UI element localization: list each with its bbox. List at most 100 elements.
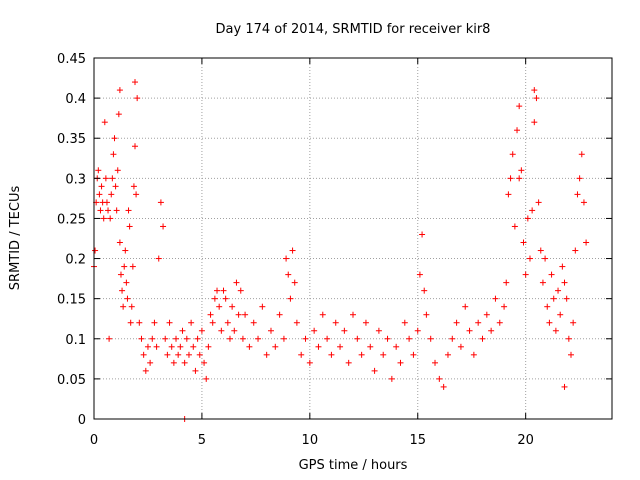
- data-point: [276, 311, 283, 318]
- data-point: [198, 327, 205, 334]
- data-point: [181, 359, 188, 366]
- data-point: [555, 287, 562, 294]
- data-point: [423, 311, 430, 318]
- data-point: [196, 351, 203, 358]
- y-axis-label: SRMTID / TECUs: [8, 186, 23, 291]
- data-point: [125, 207, 132, 214]
- data-point: [283, 255, 290, 262]
- data-point: [188, 319, 195, 326]
- data-point: [561, 383, 568, 390]
- data-point: [511, 223, 518, 230]
- data-point: [226, 335, 233, 342]
- data-point: [516, 175, 523, 182]
- data-point: [185, 351, 192, 358]
- data-point: [96, 191, 103, 198]
- data-point: [224, 319, 231, 326]
- data-point: [237, 287, 244, 294]
- data-point: [492, 295, 499, 302]
- data-point: [457, 343, 464, 350]
- data-point: [580, 199, 587, 206]
- y-tick-label: 0.05: [57, 373, 86, 388]
- data-point: [259, 303, 266, 310]
- data-point: [324, 335, 331, 342]
- data-point: [194, 335, 201, 342]
- data-point: [151, 319, 158, 326]
- data-point: [105, 207, 112, 214]
- data-point: [111, 135, 118, 142]
- data-point: [414, 327, 421, 334]
- data-point: [421, 287, 428, 294]
- data-points: [91, 79, 590, 422]
- data-point: [367, 343, 374, 350]
- data-point: [546, 319, 553, 326]
- data-point: [109, 175, 116, 182]
- y-tick-label: 0: [78, 413, 86, 428]
- data-point: [567, 351, 574, 358]
- data-point: [416, 271, 423, 278]
- data-point: [552, 327, 559, 334]
- chart-title: Day 174 of 2014, SRMTID for receiver kir…: [216, 22, 491, 37]
- data-point: [432, 359, 439, 366]
- data-point: [170, 359, 177, 366]
- data-point: [537, 247, 544, 254]
- data-point: [440, 383, 447, 390]
- data-point: [100, 215, 107, 222]
- data-point: [116, 87, 123, 94]
- data-point: [375, 327, 382, 334]
- x-tick-label: 10: [302, 433, 319, 448]
- y-tick-label: 0.35: [57, 132, 86, 147]
- data-point: [298, 351, 305, 358]
- data-point: [563, 295, 570, 302]
- data-point: [255, 335, 262, 342]
- data-point: [401, 319, 408, 326]
- data-point: [108, 191, 115, 198]
- data-point: [444, 351, 451, 358]
- data-point: [246, 343, 253, 350]
- data-point: [319, 311, 326, 318]
- data-point: [155, 255, 162, 262]
- axis-ticks: 0 0.05 0.1 0.15 0.2 0.25 0.3 0.35 0.4 0.45 0 5 10 15 2…: [57, 52, 612, 448]
- data-point: [559, 263, 566, 270]
- data-point: [124, 295, 131, 302]
- x-tick-label: 15: [409, 433, 426, 448]
- data-point: [548, 271, 555, 278]
- data-point: [453, 319, 460, 326]
- data-point: [231, 327, 238, 334]
- data-point: [115, 111, 122, 118]
- data-point: [384, 335, 391, 342]
- y-tick-label: 0.1: [65, 333, 86, 348]
- data-point: [203, 375, 210, 382]
- data-point: [214, 287, 221, 294]
- data-point: [522, 271, 529, 278]
- data-point: [514, 127, 521, 134]
- data-point: [222, 295, 229, 302]
- data-point: [166, 319, 173, 326]
- data-point: [542, 255, 549, 262]
- data-point: [132, 143, 139, 150]
- data-point: [362, 319, 369, 326]
- data-point: [311, 327, 318, 334]
- data-point: [393, 343, 400, 350]
- data-point: [507, 175, 514, 182]
- data-point: [229, 303, 236, 310]
- data-point: [328, 351, 335, 358]
- data-point: [192, 367, 199, 374]
- data-point: [531, 119, 538, 126]
- data-point: [505, 191, 512, 198]
- data-point: [529, 207, 536, 214]
- data-point: [133, 191, 140, 198]
- data-point: [116, 239, 123, 246]
- data-point: [190, 343, 197, 350]
- data-point: [272, 343, 279, 350]
- data-point: [122, 247, 129, 254]
- data-point: [302, 335, 309, 342]
- data-point: [95, 167, 102, 174]
- data-point: [285, 271, 292, 278]
- data-point: [235, 311, 242, 318]
- x-tick-label: 20: [517, 433, 534, 448]
- data-point: [177, 343, 184, 350]
- data-point: [130, 183, 137, 190]
- data-point: [578, 151, 585, 158]
- data-point: [462, 303, 469, 310]
